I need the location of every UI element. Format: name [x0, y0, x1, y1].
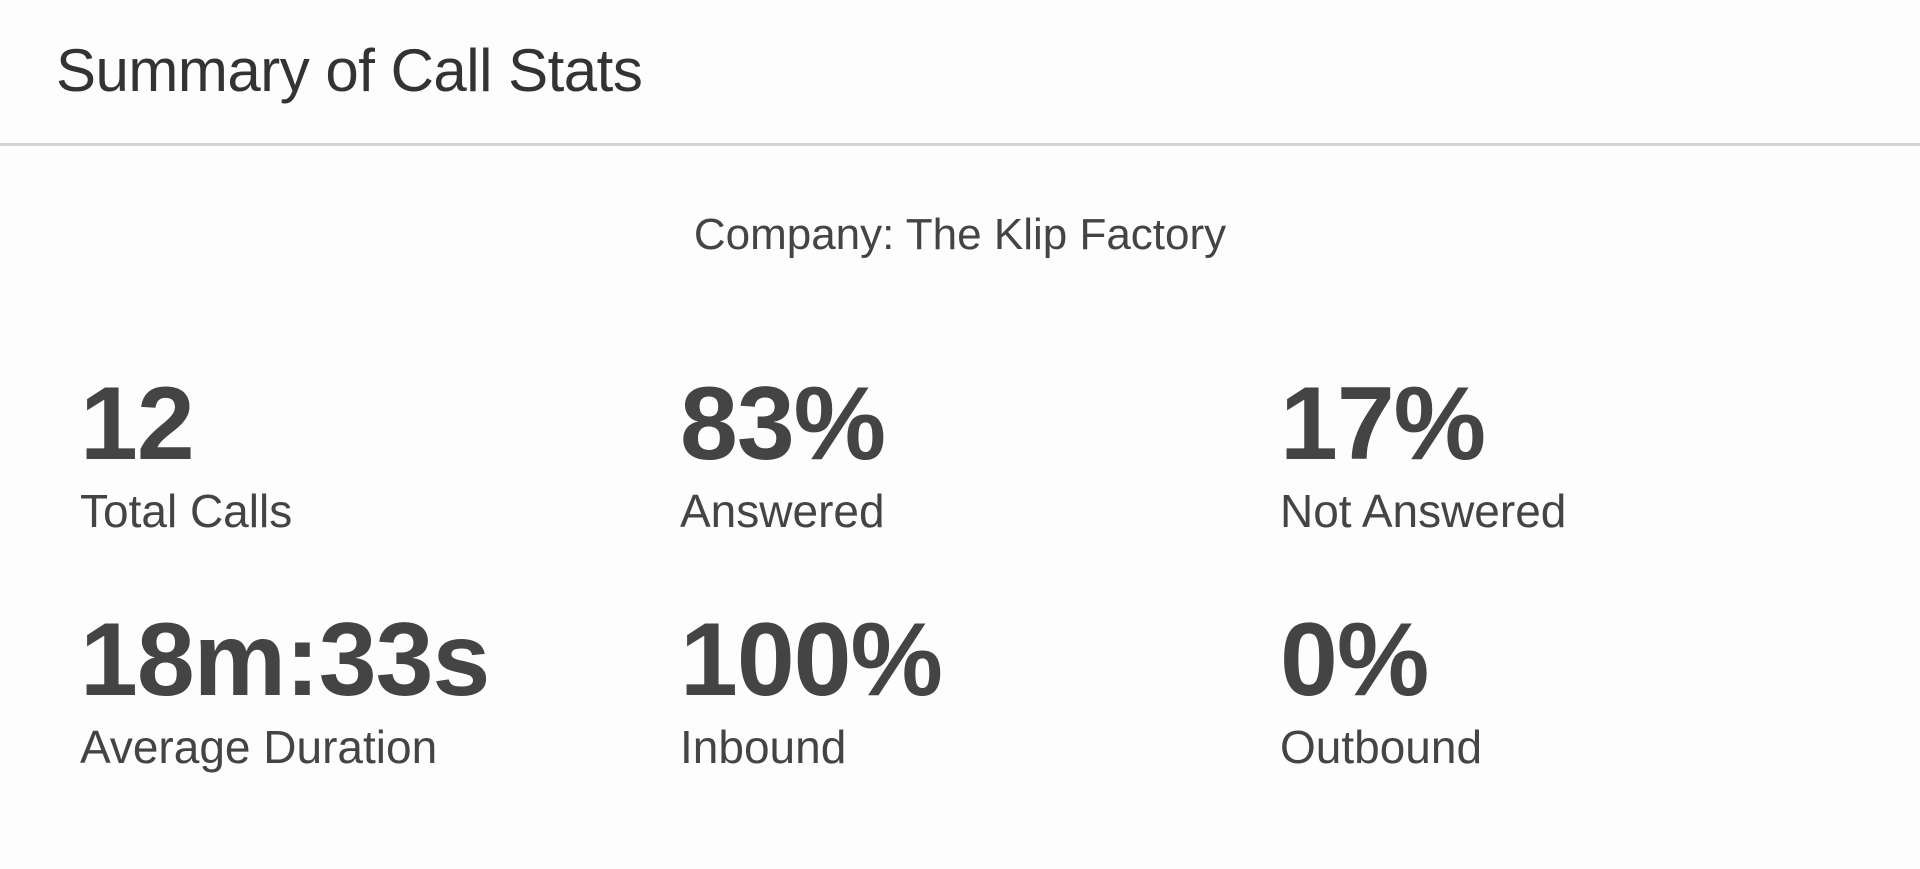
panel-title: Summary of Call Stats: [56, 37, 643, 104]
panel-header: Summary of Call Stats: [0, 0, 1920, 146]
company-label: Company: The Klip Factory: [693, 210, 1227, 259]
stat-label: Outbound: [1280, 721, 1483, 773]
stat-value: 83%: [680, 366, 886, 482]
stat-answered: 83% Answered: [680, 366, 886, 537]
stat-label: Not Answered: [1280, 485, 1567, 537]
stat-label: Average Duration: [80, 721, 438, 773]
stat-label: Total Calls: [80, 485, 293, 537]
stat-label: Inbound: [680, 721, 847, 773]
stat-average-duration: 18m:33s Average Duration: [80, 602, 490, 773]
stat-inbound: 100% Inbound: [680, 602, 943, 773]
stat-label: Answered: [680, 485, 885, 537]
stat-value: 17%: [1280, 366, 1486, 482]
stat-value: 12: [80, 366, 195, 482]
stat-outbound: 0% Outbound: [1280, 608, 1482, 772]
stat-total-calls: 12 Total Calls: [80, 372, 292, 536]
stat-value: 100%: [680, 602, 943, 718]
stat-value: 18m:33s: [80, 602, 490, 718]
stat-not-answered: 17% Not Answered: [1280, 372, 1566, 536]
stat-value: 0%: [1280, 602, 1429, 718]
